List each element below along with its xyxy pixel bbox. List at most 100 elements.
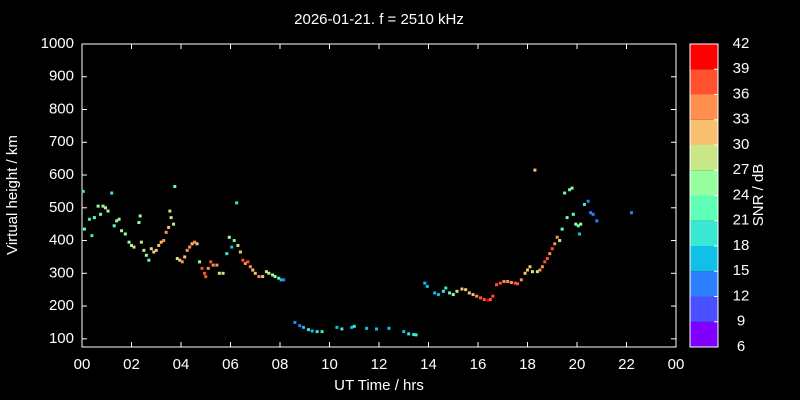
point: [127, 240, 131, 244]
point: [407, 332, 411, 336]
point: [106, 209, 110, 213]
x-tick-label: 00: [668, 356, 685, 373]
point: [538, 268, 542, 272]
y-tick-label: 300: [49, 264, 74, 281]
colorbar-swatch: [690, 271, 718, 297]
point: [553, 242, 557, 246]
point: [482, 298, 486, 302]
point: [92, 216, 96, 220]
colorbar-swatch: [690, 246, 718, 272]
x-tick-label: 12: [371, 356, 388, 373]
colorbar-swatch: [690, 220, 718, 246]
y-tick-label: 200: [49, 297, 74, 314]
point: [451, 293, 455, 297]
colorbar-tick-label: 36: [733, 85, 750, 102]
x-tick-label: 08: [272, 356, 289, 373]
point: [444, 286, 448, 290]
point: [375, 327, 379, 331]
point: [267, 271, 271, 275]
point: [471, 293, 475, 297]
point: [198, 260, 202, 264]
y-tick-label: 700: [49, 133, 74, 150]
point: [147, 258, 151, 262]
point: [441, 289, 445, 293]
point: [589, 211, 593, 215]
point: [560, 227, 564, 231]
point: [509, 280, 513, 284]
point: [149, 247, 153, 251]
point: [565, 216, 569, 220]
colorbar-swatch: [690, 296, 718, 322]
colorbar-swatch: [690, 69, 718, 95]
point: [478, 296, 482, 300]
point: [530, 270, 534, 274]
point: [152, 250, 156, 254]
point: [540, 265, 544, 269]
colorbar-label: SNR / dB: [750, 164, 767, 227]
point: [203, 271, 207, 275]
y-tick-label: 800: [49, 100, 74, 117]
point: [221, 271, 225, 275]
point: [104, 206, 108, 210]
point: [579, 222, 583, 226]
x-tick-label: 02: [123, 356, 140, 373]
point: [87, 217, 91, 221]
point: [123, 232, 127, 236]
point: [172, 222, 176, 226]
point: [535, 270, 539, 274]
point: [251, 268, 255, 272]
point: [169, 216, 173, 220]
x-tick-label: 00: [74, 356, 91, 373]
point: [167, 225, 171, 229]
point: [545, 257, 549, 261]
point: [558, 239, 562, 243]
point: [190, 242, 194, 246]
y-tick-label: 400: [49, 232, 74, 249]
point: [555, 235, 559, 239]
point: [523, 271, 527, 275]
point: [139, 240, 143, 244]
x-tick-label: 06: [222, 356, 239, 373]
point: [571, 212, 575, 216]
point: [82, 227, 86, 231]
point: [178, 258, 182, 262]
colorbar-tick-label: 18: [733, 237, 750, 254]
colorbar-tick-label: 15: [733, 262, 750, 279]
point: [526, 268, 529, 272]
point: [340, 327, 344, 331]
point: [595, 219, 599, 223]
colorbar-tick-label: 33: [733, 111, 750, 128]
point: [423, 281, 427, 285]
point: [225, 252, 229, 256]
point: [488, 298, 492, 302]
point: [315, 330, 319, 334]
colorbar-tick-label: 12: [733, 287, 750, 304]
point: [448, 291, 452, 295]
point: [563, 191, 567, 195]
point: [528, 265, 532, 269]
point: [320, 330, 324, 334]
point: [243, 261, 247, 265]
point: [582, 203, 586, 207]
y-tick-label: 1000: [41, 35, 74, 52]
colorbar-swatch: [690, 94, 718, 120]
point: [137, 221, 141, 225]
point: [180, 260, 184, 264]
point: [502, 279, 506, 283]
colorbar-tick-label: 27: [733, 161, 750, 178]
x-tick-label: 20: [569, 356, 586, 373]
point: [253, 271, 257, 275]
colorbar-swatch: [690, 44, 718, 70]
point: [154, 248, 158, 252]
point: [211, 263, 215, 267]
point: [101, 204, 105, 208]
point: [495, 283, 499, 287]
point: [293, 320, 297, 324]
point: [577, 232, 581, 236]
point: [164, 230, 168, 234]
point: [204, 275, 208, 279]
point: [120, 229, 124, 233]
point: [183, 255, 187, 259]
point: [175, 257, 179, 261]
